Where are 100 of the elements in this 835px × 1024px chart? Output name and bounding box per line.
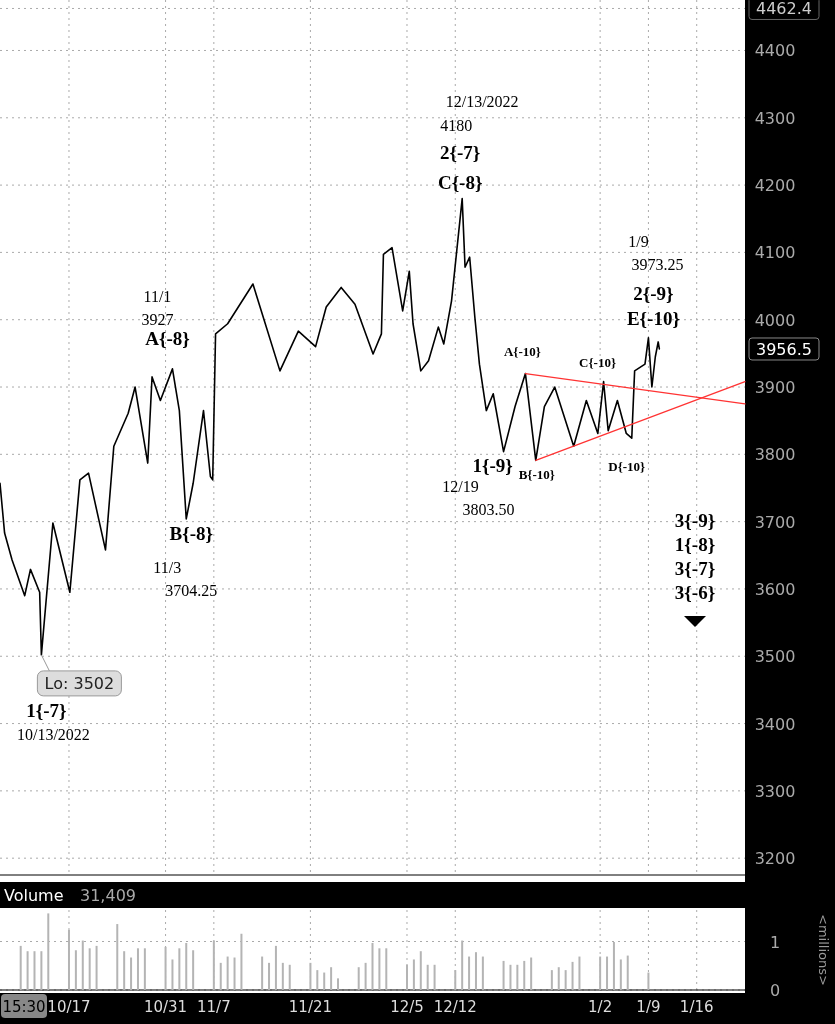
annotation: 11/3 [153, 558, 182, 576]
x-tick-label: 10/17 [47, 998, 91, 1016]
bar [192, 950, 195, 990]
bar [385, 948, 388, 990]
annotation: E{-10} [626, 307, 680, 329]
chart-title: Volume [4, 886, 64, 905]
bar [337, 978, 340, 990]
x-tick-label: 1/2 [588, 998, 613, 1016]
bar [95, 945, 98, 990]
annotation: Lo: 3502 [44, 673, 115, 693]
annotation: A{-10} [503, 343, 541, 359]
bar [40, 951, 43, 990]
annotation: 4180 [440, 116, 473, 134]
y-tick-label: 1 [769, 932, 781, 952]
bar [274, 945, 277, 990]
bar [626, 955, 629, 990]
annotation: 2{-7} [440, 141, 481, 163]
x-tick-label: 11/7 [197, 998, 231, 1016]
bar [309, 962, 312, 990]
bar [226, 956, 229, 990]
annotation: A{-8} [145, 327, 190, 349]
x-tick-label: 11/21 [288, 998, 333, 1016]
bar [357, 967, 360, 990]
bar [88, 948, 91, 990]
y-tick-label: 4300 [754, 108, 796, 128]
annotation: 3704.25 [165, 581, 218, 599]
bar [571, 961, 574, 990]
y-tick-label: 3500 [754, 647, 796, 667]
bar [74, 950, 77, 990]
text: 3956.5 [756, 339, 812, 359]
bar [433, 964, 436, 990]
bar [509, 964, 512, 990]
bar [219, 962, 222, 990]
y-tick-label: 3700 [754, 512, 796, 532]
y-tick-label: 4200 [754, 176, 796, 196]
bar [606, 956, 609, 990]
x-tick-label: 1/9 [636, 998, 661, 1016]
bar [419, 951, 422, 990]
bar [523, 960, 526, 990]
bar [619, 959, 622, 990]
annotation: 2{-9} [633, 282, 674, 304]
annotation: 12/13/2022 [445, 92, 519, 110]
bar [261, 956, 264, 990]
bar [564, 970, 567, 990]
text: 15:30 [2, 998, 46, 1016]
annotation: 3{-9} [674, 510, 716, 531]
annotation: 1/9 [628, 232, 649, 250]
bar [412, 959, 415, 990]
bar [240, 933, 243, 990]
y-tick-label: 4462.4 [756, 0, 812, 19]
bar [233, 957, 236, 990]
x-tick-label: 10/31 [143, 998, 188, 1016]
bar [130, 957, 133, 990]
annotation: 1{-8} [674, 534, 716, 555]
y-tick-label: 3600 [754, 579, 796, 599]
annotation: B{-10} [518, 467, 555, 483]
y-tick-label: 4000 [754, 310, 796, 330]
bar [136, 948, 139, 990]
annotation: 10/13/2022 [16, 725, 90, 743]
bar [268, 962, 271, 990]
y-tick-label: 3400 [754, 714, 796, 734]
bar [578, 956, 581, 990]
bar [288, 964, 291, 990]
x-tick-label: 1/16 [679, 998, 714, 1016]
bar [171, 959, 174, 990]
bar [550, 970, 553, 990]
annotation: 11/1 [143, 287, 172, 305]
annotation: 3{-6} [674, 582, 716, 603]
bar [123, 951, 126, 990]
bar [178, 948, 181, 990]
y-axis-title: <millions> [816, 914, 831, 986]
x-tick-label: 12/12 [433, 998, 477, 1016]
y-tick-label: 3200 [754, 849, 796, 869]
bar [330, 967, 333, 990]
bar [481, 956, 484, 990]
bar [316, 970, 319, 990]
y-tick-label: 3900 [754, 378, 796, 398]
y-tick-label: 0 [769, 981, 781, 1000]
bar [426, 964, 429, 990]
bar [530, 957, 533, 990]
annotation: 3{-7} [674, 558, 716, 579]
bar [502, 960, 505, 990]
x-tick-label: 12/5 [390, 998, 424, 1016]
bar [19, 945, 22, 990]
bar [281, 962, 284, 990]
annotation: 12/19 [442, 477, 479, 495]
bar [323, 972, 326, 990]
chart-subtitle: 31,409 [80, 886, 136, 905]
bar [599, 956, 602, 990]
bar [364, 962, 367, 990]
y-tick-label: 3300 [754, 781, 796, 801]
bar [516, 964, 519, 990]
bar [378, 948, 381, 990]
annotation: C{-8} [437, 171, 483, 193]
annotation: 3927 [141, 310, 174, 328]
bar [26, 951, 29, 990]
bar [474, 952, 477, 990]
annotation: C{-10} [579, 354, 617, 370]
annotation: B{-8} [169, 522, 213, 544]
annotation: 1{-9} [472, 454, 513, 476]
